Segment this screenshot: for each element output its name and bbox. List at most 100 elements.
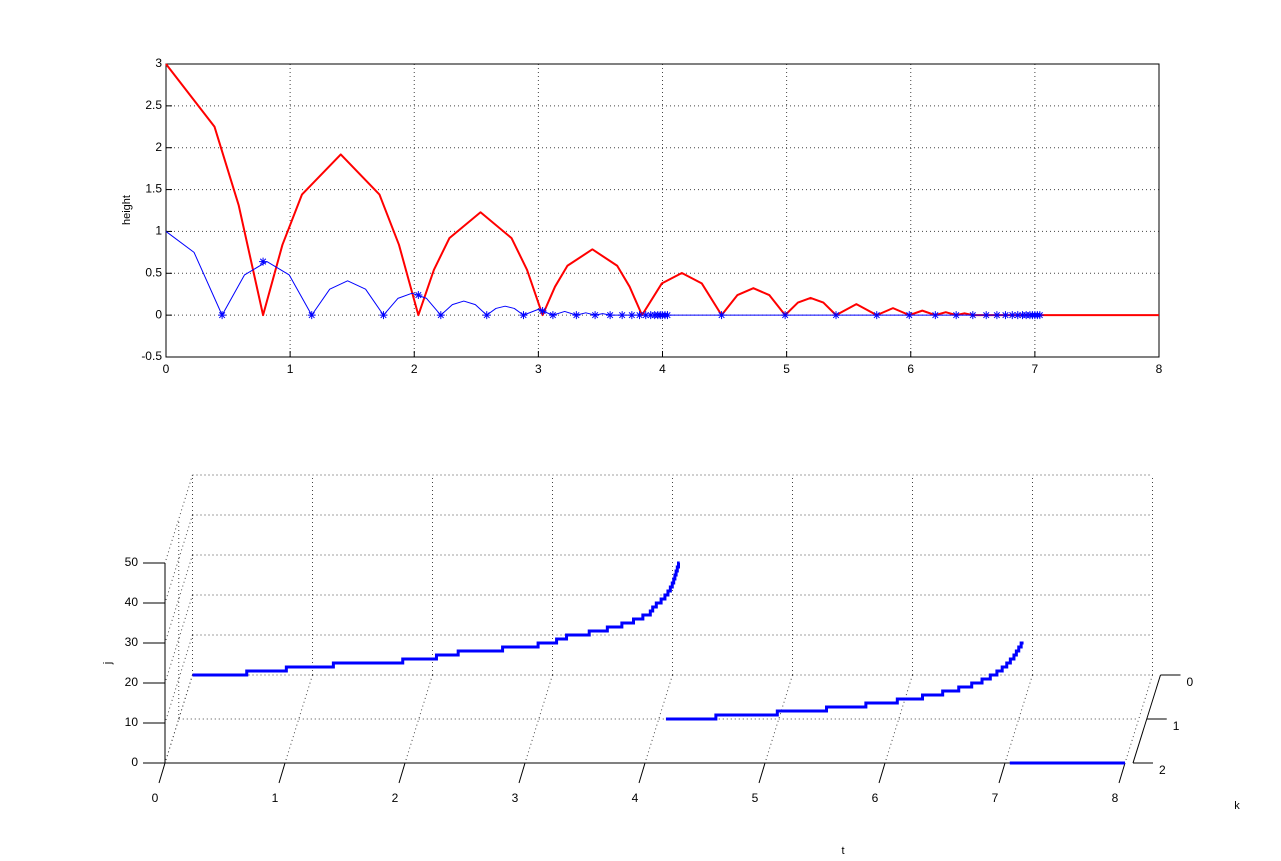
star-marker [635, 311, 644, 320]
y-tick-label: 2 [155, 140, 162, 154]
x-tick-label: 7 [992, 791, 999, 805]
y-tick-label: -0.5 [141, 349, 162, 363]
x-tick-label: 6 [907, 362, 914, 376]
x-tick-label: 4 [659, 362, 666, 376]
z-tick-label: 1 [1173, 719, 1180, 733]
star-marker [379, 311, 388, 320]
tick-mark [518, 762, 526, 784]
star-marker [931, 311, 940, 320]
star-marker [436, 311, 445, 320]
star-marker [618, 311, 627, 320]
grid-line [884, 674, 913, 764]
star-marker [982, 311, 991, 320]
grid-line [164, 474, 193, 564]
star-marker [627, 311, 636, 320]
y-tick-label: 50 [125, 555, 139, 569]
x-tick-label: 0 [152, 791, 159, 805]
y-tick-label: 10 [125, 715, 139, 729]
data-line [165, 63, 1159, 317]
star-marker [606, 311, 615, 320]
x-tick-label: 8 [1156, 362, 1163, 376]
y-axis-label: j [102, 662, 114, 665]
y-tick-label: 1.5 [145, 182, 162, 196]
x-tick-label: 4 [632, 791, 639, 805]
tick-mark [398, 762, 406, 784]
star-marker [641, 311, 650, 320]
y-tick-label: 0 [131, 755, 138, 769]
star-marker [1008, 311, 1017, 320]
grid-line [164, 594, 193, 684]
star-marker [307, 311, 316, 320]
x-axis-label: t [841, 845, 844, 857]
star-marker [1013, 311, 1022, 320]
star-marker [717, 311, 726, 320]
grid-line [644, 674, 673, 764]
star-marker [968, 311, 977, 320]
x-tick-label: 5 [783, 362, 790, 376]
star-marker [572, 311, 581, 320]
star-marker [872, 311, 881, 320]
x-tick-label: 1 [272, 791, 279, 805]
y-tick-label: 20 [125, 675, 139, 689]
star-marker [538, 306, 547, 315]
x-tick-label: 2 [392, 791, 399, 805]
x-tick-label: 6 [872, 791, 879, 805]
tick-mark [998, 762, 1006, 784]
tick-mark [878, 762, 886, 784]
grid-line [404, 674, 433, 764]
tick-mark [638, 762, 646, 784]
x-tick-label: 5 [752, 791, 759, 805]
star-marker [663, 311, 672, 320]
grid-line [1004, 674, 1033, 764]
x-tick-label: 1 [287, 362, 294, 376]
x-tick-label: 8 [1112, 791, 1119, 805]
x-tick-label: 3 [512, 791, 519, 805]
data-line [165, 231, 1040, 316]
star-marker [218, 311, 227, 320]
z-tick-label: 0 [1187, 675, 1194, 689]
grid-line [164, 674, 193, 764]
y-tick-label: 0 [155, 307, 162, 321]
star-marker [832, 311, 841, 320]
grid-line [524, 674, 553, 764]
y-axis-label: height [121, 195, 133, 225]
star-marker [781, 311, 790, 320]
tick-mark [278, 762, 286, 784]
grid-line [764, 674, 793, 764]
star-marker [548, 311, 557, 320]
y-tick-label: 0.5 [145, 265, 162, 279]
x-tick-label: 2 [411, 362, 418, 376]
grid-line [1124, 674, 1153, 764]
grid-line [164, 554, 193, 644]
x-tick-label: 0 [163, 362, 170, 376]
x-tick-label: 3 [535, 362, 542, 376]
star-marker [482, 311, 491, 320]
step-line [192, 561, 680, 677]
step-line [665, 641, 1024, 721]
grid-line [164, 634, 193, 724]
star-marker [1035, 311, 1044, 320]
tick-mark [1118, 762, 1126, 784]
x-tick-label: 7 [1032, 362, 1039, 376]
tick-mark [158, 762, 166, 784]
tick-mark [758, 762, 766, 784]
y-tick-label: 2.5 [145, 98, 162, 112]
star-marker [952, 311, 961, 320]
z-tick-label: 2 [1159, 763, 1166, 777]
plot-frame [165, 63, 1160, 358]
star-marker [519, 311, 528, 320]
star-marker [992, 311, 1001, 320]
star-marker [591, 311, 600, 320]
y-tick-label: 30 [125, 635, 139, 649]
y-tick-label: 1 [155, 224, 162, 238]
z-axis-label: k [1234, 800, 1240, 812]
grid-line [284, 674, 313, 764]
star-marker [905, 311, 914, 320]
star-marker [259, 257, 268, 266]
y-tick-label: 40 [125, 595, 139, 609]
star-marker [414, 291, 423, 300]
grid-line [164, 514, 193, 604]
y-tick-label: 3 [155, 56, 162, 70]
